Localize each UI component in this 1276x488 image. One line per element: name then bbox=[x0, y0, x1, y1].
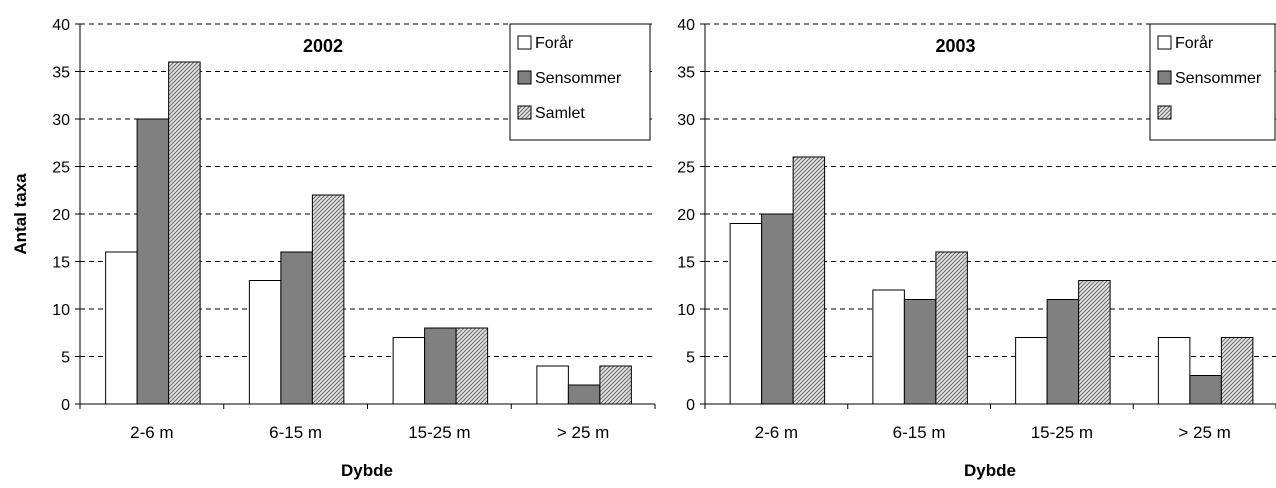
y-tick-label: 25 bbox=[677, 160, 695, 177]
x-axis-label: Dybde bbox=[964, 461, 1016, 480]
y-tick-label: 30 bbox=[677, 112, 695, 129]
legend-box bbox=[509, 23, 651, 141]
bar bbox=[903, 299, 937, 405]
y-tick-label: 30 bbox=[52, 112, 70, 129]
legend-label: Samlet bbox=[535, 105, 585, 122]
chart-title: 2003 bbox=[935, 36, 975, 56]
y-tick-label: 40 bbox=[677, 17, 695, 34]
legend-label: Sensommer bbox=[535, 70, 622, 87]
legend-label: Forår bbox=[1175, 34, 1214, 52]
bar bbox=[1015, 337, 1048, 405]
x-tick-label: 2-6 m bbox=[130, 423, 173, 442]
legend-swatch bbox=[517, 70, 532, 85]
y-tick-label: 0 bbox=[686, 397, 695, 414]
bar bbox=[1220, 337, 1254, 405]
bar bbox=[1078, 280, 1111, 405]
bar bbox=[280, 251, 313, 405]
legend-label: Sensommer bbox=[1175, 70, 1262, 87]
y-tick-label: 10 bbox=[52, 302, 70, 319]
legend-swatch bbox=[1157, 105, 1172, 120]
y-tick-label: 15 bbox=[677, 255, 695, 272]
bar bbox=[311, 194, 345, 405]
bar bbox=[105, 251, 138, 405]
chart-0: 0 5 10 15 20 25 30 35 40 2-6 m 6-15 m 15-25 m > 25 m… bbox=[11, 17, 656, 480]
x-tick-label: 6-15 m bbox=[269, 423, 322, 442]
legend-swatch bbox=[517, 35, 532, 50]
x-tick-label: 15-25 m bbox=[1031, 423, 1093, 442]
legend-label: Forår bbox=[535, 34, 574, 52]
bar bbox=[248, 280, 282, 405]
x-tick-label: > 25 m bbox=[1178, 423, 1230, 442]
bar bbox=[729, 223, 763, 405]
y-tick-label: 10 bbox=[677, 302, 695, 319]
legend-swatch bbox=[1157, 70, 1172, 85]
y-tick-label: 5 bbox=[686, 350, 695, 367]
x-tick-label: > 25 m bbox=[557, 423, 609, 442]
bar bbox=[1046, 299, 1080, 405]
y-tick-label: 40 bbox=[52, 17, 70, 34]
y-tick-label: 35 bbox=[677, 65, 695, 82]
bar bbox=[792, 156, 826, 405]
bar bbox=[536, 365, 569, 405]
bar bbox=[872, 289, 905, 405]
x-tick-label: 15-25 m bbox=[408, 423, 470, 442]
bar bbox=[424, 327, 457, 405]
x-tick-label: 6-15 m bbox=[893, 423, 946, 442]
y-tick-label: 35 bbox=[52, 65, 70, 82]
y-tick-label: 20 bbox=[52, 207, 70, 224]
bar bbox=[567, 384, 601, 405]
y-tick-label: 0 bbox=[61, 397, 70, 414]
bar bbox=[761, 213, 794, 405]
bar bbox=[168, 61, 201, 405]
y-tick-label: 15 bbox=[52, 255, 70, 272]
legend-swatch bbox=[517, 105, 532, 120]
chart-title: 2002 bbox=[303, 36, 343, 56]
y-tick-label: 5 bbox=[61, 350, 70, 367]
y-tick-label: 20 bbox=[677, 207, 695, 224]
bar bbox=[136, 118, 170, 405]
bar bbox=[1157, 337, 1191, 405]
x-tick-label: 2-6 m bbox=[755, 423, 798, 442]
chart-1: 0 5 10 15 20 25 30 35 40 2-6 m 6-15 m 15-25 m > 25 m… bbox=[677, 17, 1276, 480]
x-axis-label: Dybde bbox=[341, 461, 393, 480]
legend-swatch bbox=[1157, 35, 1172, 50]
y-tick-label: 25 bbox=[52, 160, 70, 177]
bar bbox=[455, 327, 489, 405]
bar bbox=[935, 251, 968, 405]
bar bbox=[1189, 375, 1222, 405]
bar bbox=[392, 337, 426, 405]
y-axis-label: Antal taxa bbox=[11, 173, 30, 255]
bar bbox=[599, 365, 632, 405]
